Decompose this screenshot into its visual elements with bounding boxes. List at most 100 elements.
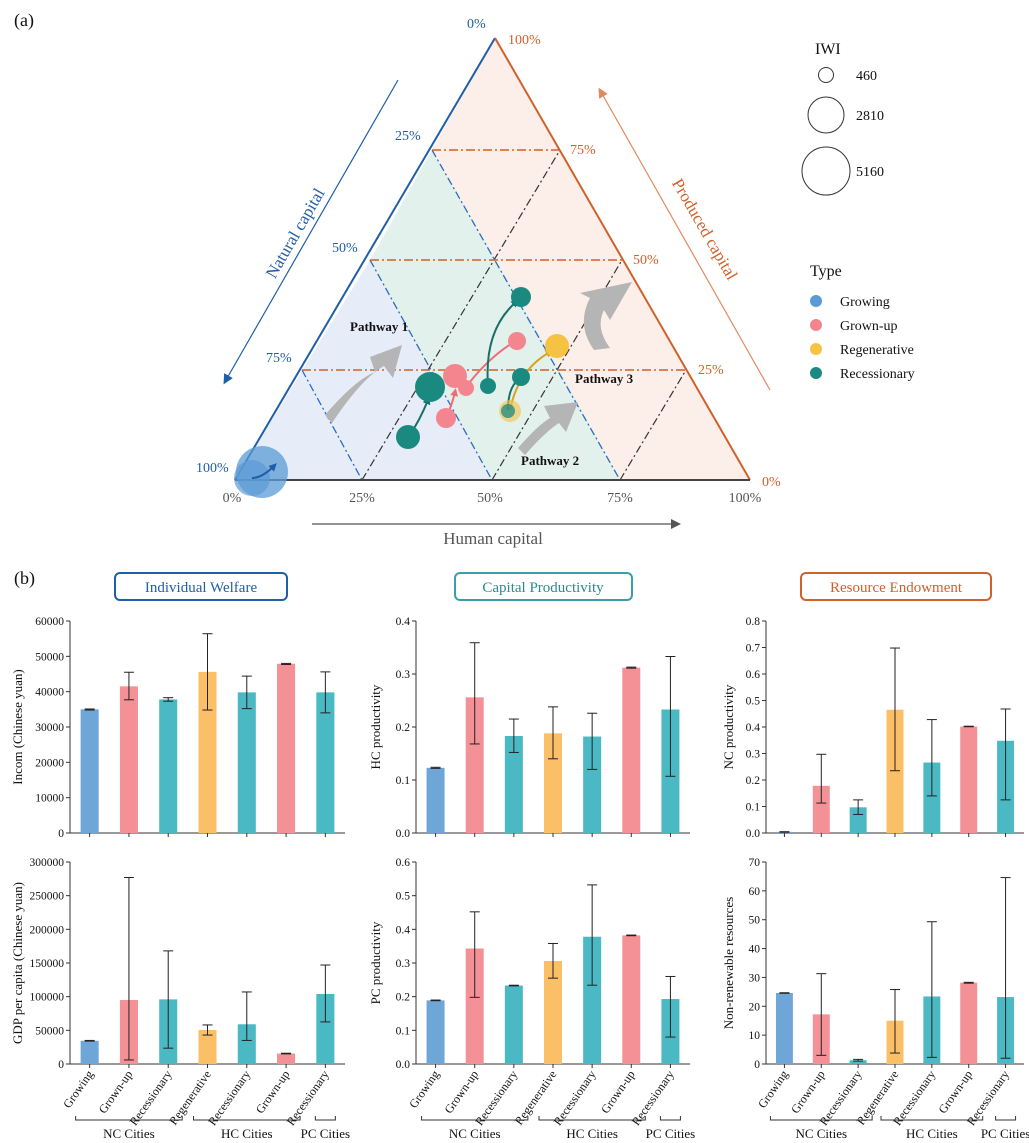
grownup-point [458, 380, 474, 396]
bar [622, 935, 641, 1064]
iwi-value-medium: 2810 [856, 109, 884, 124]
iwi-size-small [818, 67, 834, 83]
pathway-3-arrow [580, 282, 632, 350]
bar [622, 667, 641, 833]
y-tick-label: 20 [749, 1001, 761, 1013]
natural-axis-label: Natural capital [262, 185, 329, 282]
produced-tick-100: 100% [508, 33, 541, 48]
legend-grownup-label: Grown-up [840, 319, 898, 334]
group-label: HC Cities [566, 1126, 618, 1141]
y-tick-label: 20000 [35, 757, 64, 769]
legend-recessionary-label: Recessionary [840, 367, 915, 382]
y-axis-label: Incom (Chinese yuan) [10, 669, 25, 785]
bar [504, 736, 523, 833]
group-bracket [75, 1116, 183, 1121]
category-label: Grown-up [253, 1068, 293, 1116]
legend-regenerative-marker [810, 343, 822, 355]
bar [960, 982, 978, 1064]
group-label: PC Cities [981, 1126, 1029, 1141]
y-tick-label: 10 [749, 1030, 761, 1042]
bar [198, 1029, 217, 1064]
bar [923, 762, 941, 833]
bar [119, 686, 138, 833]
group-label: NC Cities [795, 1126, 847, 1141]
iwi-value-small: 460 [856, 69, 877, 84]
group-bracket [421, 1116, 529, 1121]
endowment-title-box [800, 572, 992, 601]
recessionary-point [511, 287, 531, 307]
ternary-diagram: 0% 25% 50% 75% 100% 100% 75% 50% 25% 0% … [196, 17, 915, 548]
y-tick-label: 0.8 [746, 616, 761, 628]
human-tick-50: 50% [477, 491, 503, 506]
bar [426, 1000, 445, 1064]
y-tick-label: 50000 [35, 651, 64, 663]
category-label: Growing [755, 1068, 791, 1111]
y-tick-label: 0.3 [396, 669, 411, 681]
bar [849, 1060, 867, 1064]
recessionary-point [501, 404, 515, 418]
bar [775, 993, 793, 1064]
human-tick-0: 0% [223, 491, 242, 506]
natural-tick-50: 50% [332, 241, 358, 256]
productivity-title-box [454, 572, 633, 601]
recessionary-trajectory-2 [486, 299, 520, 386]
bar [277, 663, 296, 833]
welfare-title: Individual Welfare [145, 580, 258, 596]
y-axis-label: GDP per capita (Chinese yuan) [10, 882, 25, 1044]
pathway-2-label: Pathway 2 [521, 453, 579, 468]
natural-tick-75: 75% [266, 351, 292, 366]
bar [812, 785, 830, 833]
group-bracket [314, 1116, 336, 1121]
y-tick-label: 70 [749, 857, 761, 869]
iwi-legend: IWI 460 2810 5160 [801, 41, 884, 196]
bar [849, 807, 867, 833]
non-renewable-resources-chart: 0 10 20 30 40 50 60 70 Non-renewable resources Gr… [721, 857, 1029, 1141]
type-legend-title: Type [810, 263, 842, 280]
type-legend: Type Growing Grown-up Regenerative Reces… [810, 263, 915, 382]
bar [277, 1053, 296, 1064]
nc-zone [235, 260, 492, 480]
growing-points [234, 446, 288, 498]
pathway-1-arrow [325, 345, 402, 423]
bar [465, 697, 484, 833]
y-tick-label: 300000 [30, 857, 65, 869]
group-bracket [659, 1116, 681, 1121]
category-label: Grown-up [788, 1068, 828, 1116]
y-tick-label: 0 [754, 1059, 760, 1071]
iwi-size-large [801, 146, 851, 196]
group-bracket [995, 1116, 1017, 1121]
panel-a-label: (a) [14, 10, 34, 31]
y-tick-label: 0.0 [396, 828, 411, 840]
y-tick-label: 0 [58, 828, 64, 840]
iwi-size-medium [807, 96, 845, 134]
y-tick-label: 30 [749, 972, 761, 984]
y-tick-label: 250000 [30, 891, 65, 903]
legend-grownup-marker [810, 319, 822, 331]
category-titles: Individual Welfare Capital Productivity … [114, 572, 992, 601]
group-label: HC Cities [906, 1126, 958, 1141]
pc-productivity-chart: 0.0 0.1 0.2 0.3 0.4 0.5 0.6 PC productivity Grow… [368, 857, 695, 1141]
nc-productivity-chart: 0.0 0.1 0.2 0.3 0.4 0.5 0.6 0.7 0.8 NC productivi… [721, 616, 1024, 840]
y-tick-label: 0.0 [746, 828, 761, 840]
y-tick-label: 40 [749, 944, 761, 956]
y-tick-label: 0.7 [746, 643, 761, 655]
y-tick-label: 0.4 [746, 722, 761, 734]
y-tick-label: 150000 [30, 958, 65, 970]
pathway-1-label: Pathway 1 [350, 319, 408, 334]
growing-trajectory [251, 463, 277, 479]
income-chart: 0 10000 20000 30000 40000 50000 60000 Incom (Ch… [10, 616, 345, 840]
bar [159, 699, 178, 833]
natural-edge [234, 37, 496, 481]
group-label: HC Cities [221, 1126, 273, 1141]
y-tick-label: 200000 [30, 924, 65, 936]
y-axis-label: HC productivity [368, 684, 383, 769]
group-label: PC Cities [646, 1126, 696, 1141]
legend-growing-marker [810, 295, 822, 307]
bar [886, 709, 904, 833]
bar [504, 985, 523, 1064]
y-tick-label: 30000 [35, 722, 64, 734]
y-tick-label: 0.2 [396, 722, 411, 734]
y-axis-label: PC productivity [368, 921, 383, 1004]
hc-productivity-chart: 0.0 0.1 0.2 0.3 0.4 HC productivity [368, 616, 690, 840]
